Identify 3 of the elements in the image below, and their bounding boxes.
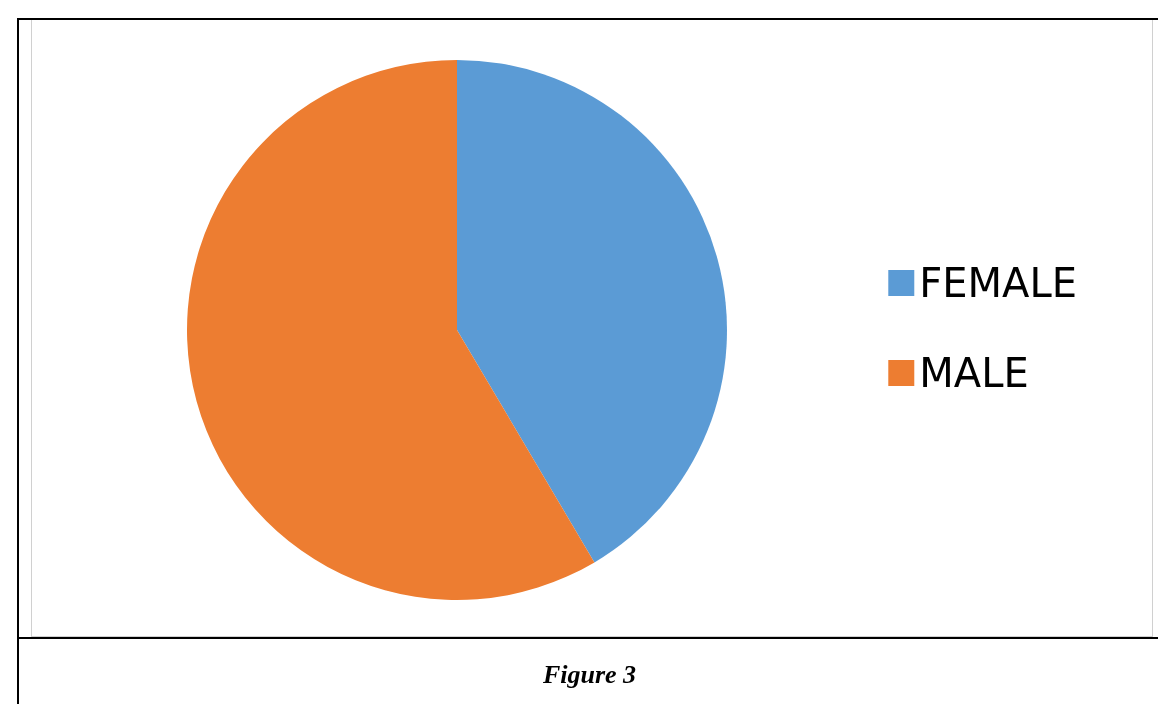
legend-label: FEMALE (919, 260, 1077, 306)
legend-label: MALE (919, 350, 1029, 396)
caption: Figure 3 (541, 660, 638, 690)
